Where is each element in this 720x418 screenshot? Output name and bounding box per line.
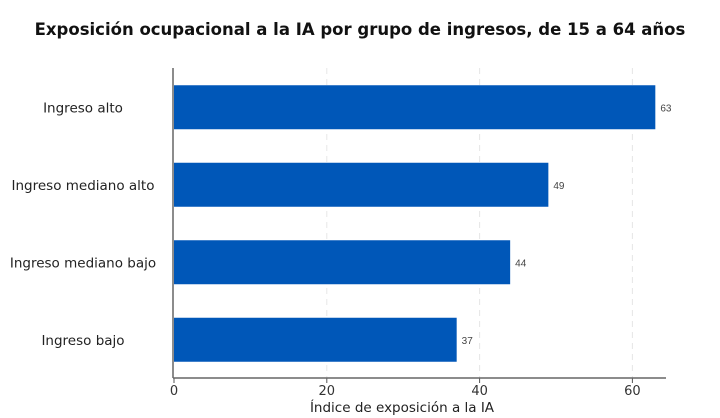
y-category-label: Ingreso mediano bajo [10,255,156,271]
x-tick-label: 40 [471,384,488,399]
y-category-label: Ingreso bajo [41,333,124,349]
bar [174,85,656,130]
x-axis-title: Índice de exposición a la IA [310,399,495,416]
x-tick-label: 0 [170,384,178,399]
y-category-label: Ingreso mediano alto [12,178,155,194]
data-label: 49 [553,181,565,192]
data-label: 44 [515,258,527,269]
x-tick-label: 20 [319,384,336,399]
bar [174,240,511,285]
y-category-label: Ingreso alto [43,100,123,116]
data-label: 63 [660,103,672,114]
x-tick-label: 60 [624,384,641,399]
bar [174,162,549,207]
data-label: 37 [462,336,474,347]
chart-title: Exposición ocupacional a la IA por grupo… [34,20,686,39]
bar [174,317,457,362]
